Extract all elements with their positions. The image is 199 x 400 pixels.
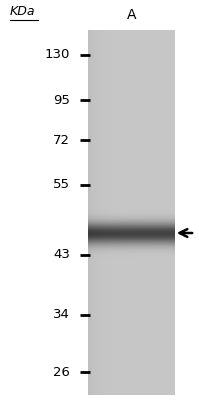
Text: 95: 95	[53, 94, 70, 106]
Text: 130: 130	[45, 48, 70, 62]
Text: 26: 26	[53, 366, 70, 378]
Text: KDa: KDa	[10, 5, 35, 18]
Text: 43: 43	[53, 248, 70, 262]
Text: 72: 72	[53, 134, 70, 146]
Text: A: A	[127, 8, 136, 22]
Bar	[88, 30, 175, 395]
Text: 55: 55	[53, 178, 70, 192]
Text: 34: 34	[53, 308, 70, 322]
